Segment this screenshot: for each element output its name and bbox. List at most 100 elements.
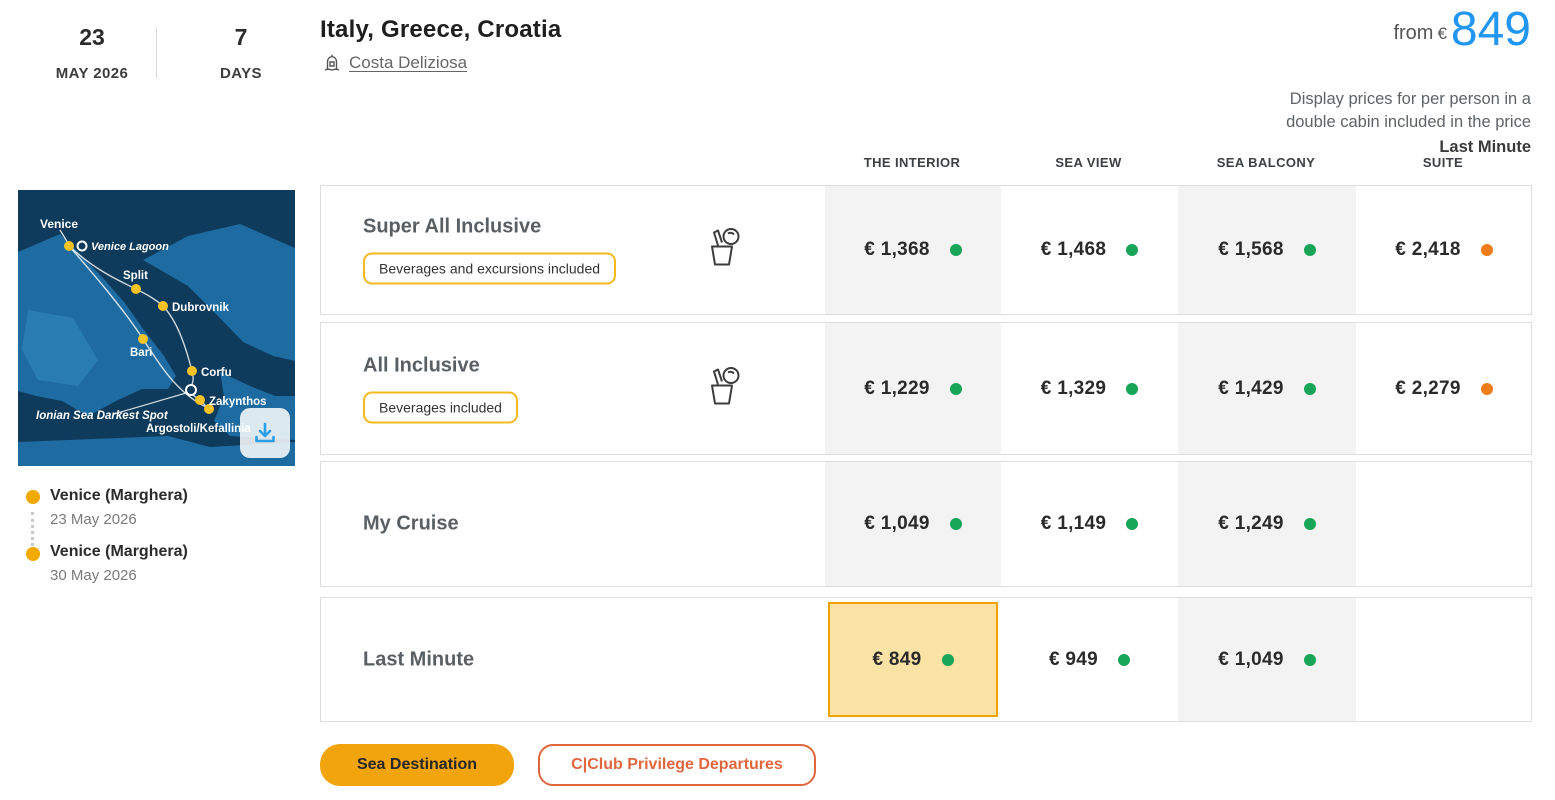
map-land-balkans	[143, 224, 295, 361]
itinerary-date-end: 30 May 2026	[50, 567, 137, 584]
column-header-balcony: SEA BALCONY	[1216, 155, 1316, 170]
availability-dot-orange	[1480, 382, 1493, 395]
price-cell-balcony[interactable]: € 1,249	[1178, 462, 1356, 586]
availability-dot-green	[949, 244, 962, 256]
price-row-last-minute: Last Minute € 849 € 949 € 1,049	[320, 597, 1532, 722]
price-row-all-inclusive: All Inclusive Beverages included € 1,229…	[320, 322, 1532, 455]
departure-date: 23 MAY 2026	[44, 24, 140, 82]
map-label-dubrovnik: Dubrovnik	[172, 302, 229, 314]
beverage-bucket-icon	[703, 363, 745, 414]
price-row-super-all-inclusive: Super All Inclusive Beverages and excurs…	[320, 185, 1532, 315]
availability-dot-green	[1303, 518, 1316, 530]
availability-dot-green	[1126, 244, 1139, 256]
map-label-venice: Venice	[40, 217, 78, 231]
ship-icon	[322, 53, 342, 73]
map-label-split: Split	[123, 270, 148, 282]
price-value: € 1,468	[1040, 239, 1107, 260]
map-port-dot-venice	[64, 241, 74, 251]
map-label-corfu: Corfu	[201, 367, 232, 379]
row-header: All Inclusive Beverages included	[363, 354, 518, 423]
selected-price-highlight[interactable]: € 849	[828, 602, 998, 717]
download-icon	[255, 422, 275, 443]
row-header: My Cruise	[363, 513, 459, 536]
price-value: € 2,418	[1395, 239, 1461, 260]
price-cell-interior[interactable]: € 1,229	[825, 323, 1001, 454]
map-port-dot-bari	[138, 334, 148, 344]
price-cell-seaview[interactable]: € 1,149	[1001, 462, 1178, 586]
column-header-interior: THE INTERIOR	[863, 155, 961, 170]
price-cell-balcony[interactable]: € 1,049	[1178, 598, 1356, 721]
price-cell-suite-empty	[1356, 598, 1532, 721]
map-venice-pointer	[59, 229, 69, 244]
price-cell-suite-empty	[1356, 462, 1532, 586]
map-port-ring-venice-lagoon	[76, 240, 88, 252]
itinerary-port-start: Venice (Marghera)	[50, 487, 188, 504]
price-value: € 849	[872, 648, 922, 670]
map-ring-ionian-spot	[185, 384, 197, 396]
price-value: € 1,049	[1218, 648, 1284, 670]
price-cell-seaview[interactable]: € 949	[1001, 598, 1178, 721]
map-port-dot-split	[131, 284, 141, 294]
map-label-venice-lagoon: Venice Lagoon	[91, 241, 169, 253]
price-cell-suite[interactable]: € 2,279	[1356, 323, 1532, 454]
availability-dot-green	[1303, 382, 1316, 395]
map-label-zakynthos: Zakynthos	[209, 396, 267, 408]
itinerary-port-end: Venice (Marghera)	[50, 543, 188, 560]
row-label: My Cruise	[363, 512, 459, 535]
inclusions-badge: Beverages included	[363, 391, 518, 423]
price-from: from € 849	[1393, 6, 1531, 54]
row-header: Last Minute	[363, 648, 474, 671]
availability-dot-green	[1303, 653, 1316, 666]
duration-value: 7	[234, 24, 248, 50]
availability-dot-green	[1118, 653, 1131, 666]
price-value: € 949	[1048, 648, 1099, 670]
price-value: € 1,229	[864, 377, 930, 399]
map-label-argostoli: Argostoli/Kefallinia	[146, 423, 251, 435]
ship-row: Costa Deliziosa	[322, 53, 467, 73]
sea-destination-button[interactable]: Sea Destination	[320, 744, 514, 786]
price-value: € 1,568	[1218, 239, 1284, 260]
page-title: Italy, Greece, Croatia	[320, 16, 562, 43]
map-land-bottom	[18, 436, 295, 466]
price-value: € 1,049	[864, 513, 930, 534]
availability-dot-green	[949, 382, 962, 395]
beverage-bucket-icon	[703, 225, 745, 276]
header-divider	[156, 28, 157, 78]
price-cell-balcony[interactable]: € 1,429	[1178, 323, 1356, 454]
price-cell-suite[interactable]: € 2,418	[1356, 186, 1532, 314]
availability-dot-green	[941, 653, 954, 666]
map-label-bari: Bari	[130, 347, 152, 359]
price-cell-seaview[interactable]: € 1,468	[1001, 186, 1178, 314]
map-download-button[interactable]	[240, 408, 290, 458]
map-land-highlight	[22, 310, 98, 386]
availability-dot-green	[1126, 518, 1139, 530]
availability-dot-green	[1126, 382, 1139, 395]
from-price-value: 849	[1450, 3, 1531, 56]
map-label-ionian-sea: Ionian Sea Darkest Spot	[36, 410, 169, 422]
itinerary-date-start: 23 May 2026	[50, 511, 137, 528]
price-value: € 1,149	[1040, 513, 1107, 534]
price-cell-interior[interactable]: € 1,368	[825, 186, 1001, 314]
price-cell-interior[interactable]: € 1,049	[825, 462, 1001, 586]
itinerary-dot-end	[26, 547, 40, 561]
row-label: Last Minute	[363, 648, 475, 670]
cruise-duration: 7 DAYS	[196, 24, 286, 82]
price-cell-interior-highlighted[interactable]: € 849	[825, 598, 1001, 721]
from-label: from	[1393, 22, 1434, 44]
price-note: Display prices for per person in a doubl…	[1286, 88, 1531, 159]
price-value: € 1,329	[1040, 377, 1107, 399]
price-value: € 1,249	[1218, 513, 1284, 534]
inclusions-badge: Beverages and excursions included	[363, 252, 617, 285]
availability-dot-orange	[1480, 244, 1493, 256]
row-label: All Inclusive	[363, 354, 480, 376]
ship-name-link[interactable]: Costa Deliziosa	[349, 53, 468, 72]
price-row-my-cruise: My Cruise € 1,049 € 1,149 € 1,249	[320, 461, 1532, 587]
price-cell-balcony[interactable]: € 1,568	[1178, 186, 1356, 314]
price-note-line2: double cabin included in the price	[1286, 113, 1531, 131]
cclub-privilege-departures-button[interactable]: C|Club Privilege Departures	[538, 744, 816, 786]
map-label-pointer	[113, 392, 187, 415]
price-cell-seaview[interactable]: € 1,329	[1001, 323, 1178, 454]
map-port-dot-zakynthos	[195, 395, 205, 405]
currency-symbol: €	[1437, 24, 1447, 43]
price-value: € 1,368	[864, 239, 930, 260]
